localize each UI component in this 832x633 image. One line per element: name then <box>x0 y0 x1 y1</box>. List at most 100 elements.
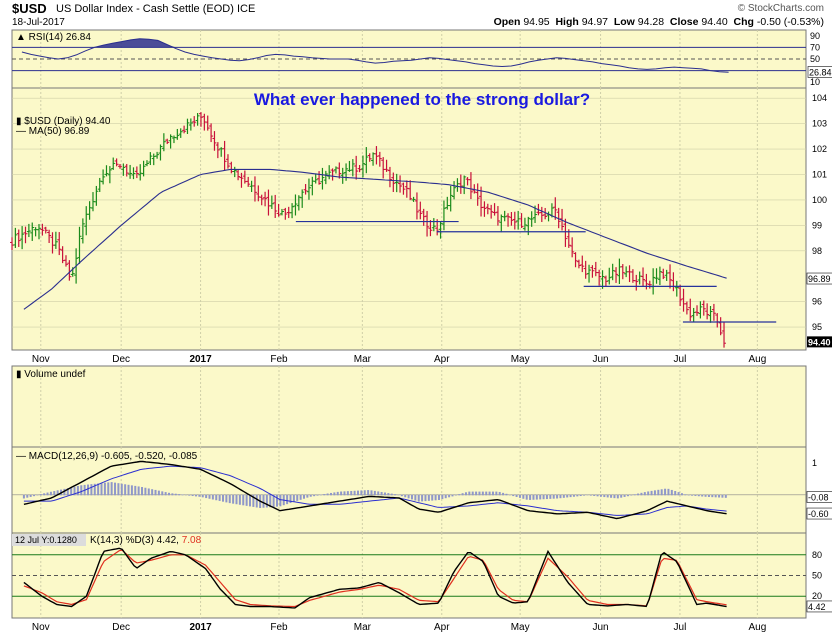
macd-hist-bar <box>191 494 194 497</box>
macd-hist-bar <box>262 494 265 508</box>
price-panel <box>11 87 807 351</box>
close-last-tag: 94.40 <box>808 337 831 347</box>
macd-hist-bar <box>606 494 609 498</box>
macd-hist-bar <box>184 494 187 496</box>
macd-hist-bar <box>255 494 258 508</box>
x-tick-label: Dec <box>112 622 130 633</box>
stoch-tick-label: 20 <box>812 591 822 601</box>
macd-hist-bar <box>647 491 650 496</box>
macd-hist-bar <box>269 494 272 508</box>
macd-hist-bar <box>475 491 478 496</box>
macd-hist-bar <box>714 494 717 498</box>
macd-hist-bar <box>721 494 724 498</box>
macd-hist-bar <box>380 491 383 496</box>
macd-hist-bar <box>225 494 228 503</box>
macd-hist-bar <box>356 490 359 496</box>
macd-hist-bar <box>613 494 616 499</box>
macd-hist-bar <box>66 488 69 496</box>
macd-hist-bar <box>441 494 444 500</box>
macd-hist-bar <box>90 484 93 496</box>
macd-hist-bar <box>417 494 420 502</box>
macd-hist-bar <box>596 494 599 497</box>
price-tick-label: 98 <box>812 246 822 256</box>
volume-label: ▮ Volume undef <box>16 369 86 380</box>
ma50-line <box>23 168 727 310</box>
macd-hist-bar <box>701 494 704 497</box>
macd-hist-bar <box>512 494 515 497</box>
macd-hist-bar <box>576 494 579 497</box>
price-tick-label: 104 <box>812 93 827 103</box>
macd-hist-bar <box>677 492 680 496</box>
macd-hist-bar <box>623 494 626 497</box>
stoch-corner-box <box>12 534 86 546</box>
x-tick-label: May <box>511 354 530 365</box>
macd-hist-bar <box>249 494 252 507</box>
macd-hist-bar <box>593 494 596 496</box>
macd-hist-bar <box>525 494 528 500</box>
macd-hist-bar <box>545 494 548 500</box>
macd-hist-bar <box>674 491 677 496</box>
macd-hist-bar <box>313 494 316 497</box>
macd-hist-bar <box>468 491 471 496</box>
macd-hist-bar <box>141 487 144 496</box>
macd-hist-bar <box>178 494 181 496</box>
ma-last-tag: 96.89 <box>808 274 831 284</box>
macd-signal-line <box>23 465 727 516</box>
macd-hist-bar <box>208 494 211 499</box>
macd-hist-bar <box>56 490 59 496</box>
stoch-tick-label: 80 <box>812 550 822 560</box>
macd-hist-bar <box>387 493 390 496</box>
macd-hist-bar <box>704 494 707 497</box>
macd-hist-bar <box>697 494 700 497</box>
macd-hist-bar <box>367 490 370 496</box>
macd-hist-bar <box>161 491 164 496</box>
x-tick-label: Aug <box>748 622 766 633</box>
price-tick-label: 101 <box>812 169 827 179</box>
macd-hist-bar <box>684 494 687 496</box>
macd-hist-bar <box>265 494 268 508</box>
macd-hist-bar <box>238 494 241 505</box>
x-tick-label: Jul <box>674 354 687 365</box>
rsi-tick-label: 10 <box>810 77 820 87</box>
macd-hist-bar <box>154 489 157 496</box>
macd-hist-bar <box>117 483 120 496</box>
macd-hist-bar <box>664 488 667 496</box>
macd-hist-bar <box>302 494 305 499</box>
macd-hist-bar <box>100 483 103 496</box>
x-tick-label: May <box>511 622 530 633</box>
rsi-last-tag-box <box>807 66 832 78</box>
x-tick-label: Dec <box>112 354 130 365</box>
x-tick-label: Feb <box>270 622 288 633</box>
macd-hist-bar <box>660 489 663 496</box>
macd-hist-bar <box>134 485 137 496</box>
macd-hist-bar <box>188 494 191 496</box>
macd-hist-bar <box>272 494 275 507</box>
x-tick-label: Apr <box>434 622 450 633</box>
macd-hist-bar <box>46 492 49 496</box>
macd-hist-bar <box>309 494 312 497</box>
macd-hist-bar <box>360 490 363 496</box>
macd-hist-bar <box>39 494 42 496</box>
macd-hist-bar <box>414 494 417 501</box>
x-tick-label: Apr <box>434 354 450 365</box>
macd-hist-bar <box>410 494 413 500</box>
macd-hist-bar <box>522 494 525 499</box>
macd-hist-bar <box>481 491 484 496</box>
macd-hist-bar <box>36 494 39 496</box>
macd-hist-bar <box>218 494 221 501</box>
macd-hist-bar <box>49 491 52 496</box>
ma-label: — MA(50) 96.89 <box>16 126 90 137</box>
ma-last-tag-box <box>806 272 832 285</box>
macd-hist-bar <box>336 491 339 496</box>
macd-hist-bar <box>80 485 83 496</box>
macd-hist-bar <box>43 493 46 496</box>
chart-annotation: What ever happened to the strong dollar? <box>254 90 590 109</box>
macd-hist-bar <box>552 494 555 499</box>
macd-hist-bar <box>680 493 683 496</box>
macd-hist-bar <box>53 491 56 496</box>
macd-hist-bar <box>498 491 501 496</box>
x-tick-label: 2017 <box>189 622 212 633</box>
macd-hist-bar <box>252 494 255 507</box>
macd-hist-bar <box>127 484 130 496</box>
price-tick-label: 99 <box>812 220 822 230</box>
